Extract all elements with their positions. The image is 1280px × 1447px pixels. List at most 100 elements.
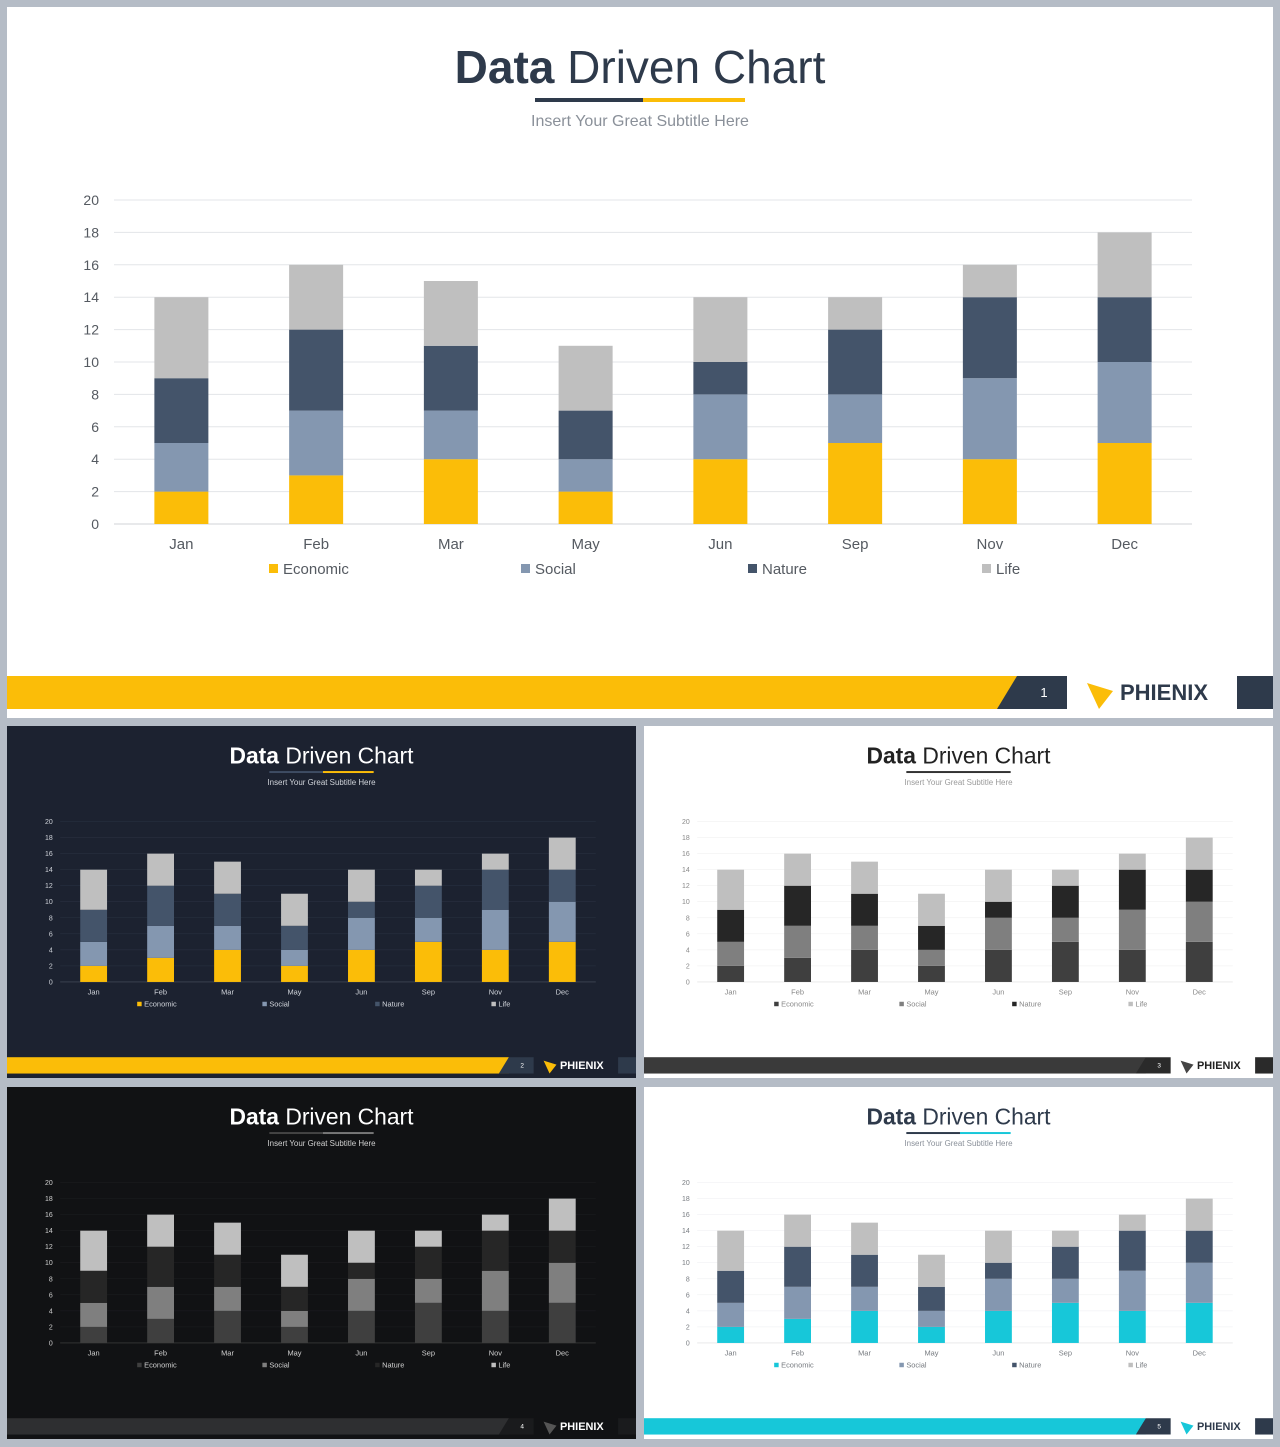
legend-label: Life xyxy=(1135,1000,1147,1009)
page-number: 2 xyxy=(520,1063,524,1070)
chart-title: Data Driven Chart xyxy=(229,1104,414,1130)
x-tick-label: Jun xyxy=(355,1348,367,1357)
phienix-logo-icon xyxy=(1180,1060,1194,1074)
bar-segment-economic xyxy=(985,1310,1012,1343)
x-tick-label: Dec xyxy=(1193,987,1207,996)
page-number: 5 xyxy=(1157,1424,1161,1431)
y-tick-label: 4 xyxy=(91,451,99,467)
x-tick-label: May xyxy=(571,536,600,553)
bar-segment-nature xyxy=(985,1262,1012,1279)
bar-segment-nature xyxy=(1051,885,1079,918)
bar-segment-life xyxy=(851,861,878,894)
bar-segment-life xyxy=(784,1214,812,1247)
bar-segment-economic xyxy=(1118,1310,1146,1343)
y-tick-label: 8 xyxy=(91,386,99,402)
y-tick-label: 4 xyxy=(686,947,690,954)
bar-segment-economic xyxy=(784,1318,812,1343)
y-tick-label: 16 xyxy=(45,851,53,858)
bar-segment-social xyxy=(918,1310,945,1327)
slide-canvas: Data Driven Chart Insert Your Great Subti… xyxy=(7,1087,636,1439)
title-underline-right xyxy=(959,1132,1011,1135)
bar-segment-nature xyxy=(289,329,344,411)
bar-segment-nature xyxy=(693,362,748,395)
bar-segment-economic xyxy=(918,965,945,982)
chart-title-bold: Data xyxy=(455,41,555,93)
legend-label: Life xyxy=(498,1361,510,1370)
legend-label: Social xyxy=(269,1000,290,1009)
legend-label: Social xyxy=(906,1000,927,1009)
legend-swatch xyxy=(521,564,530,573)
title-underline-left xyxy=(906,1132,960,1135)
legend-label: Nature xyxy=(762,561,807,578)
bar-segment-life xyxy=(154,297,209,379)
bar-segment-life xyxy=(1097,232,1152,298)
x-tick-label: Sep xyxy=(422,987,435,996)
y-tick-label: 16 xyxy=(682,1212,690,1219)
bar-segment-life xyxy=(147,853,175,886)
bar-segment-economic xyxy=(414,941,442,982)
x-tick-label: Jun xyxy=(708,536,732,553)
legend-label: Economic xyxy=(781,1361,814,1370)
footer-end-block xyxy=(1255,1418,1273,1435)
page-number-tab xyxy=(997,676,1067,709)
y-tick-label: 4 xyxy=(49,947,53,954)
x-tick-label: Mar xyxy=(221,1348,234,1357)
bar-segment-economic xyxy=(281,965,308,982)
x-tick-label: May xyxy=(924,987,938,996)
bar-segment-economic xyxy=(414,1302,442,1343)
x-tick-label: Feb xyxy=(303,536,329,553)
bar-segment-social xyxy=(147,1286,175,1319)
bar-segment-life xyxy=(851,1222,878,1255)
legend-label: Nature xyxy=(382,1361,404,1370)
bar-segment-social xyxy=(481,909,509,950)
bar-segment-social xyxy=(281,949,308,966)
chart-title-rest: Driven Chart xyxy=(279,1104,414,1130)
bar-segment-economic xyxy=(214,949,241,982)
slide-canvas: Data Driven Chart Insert Your Great Subti… xyxy=(644,726,1273,1078)
bar-segment-nature xyxy=(717,1270,745,1303)
bar-segment-nature xyxy=(784,1246,812,1287)
y-tick-label: 16 xyxy=(682,851,690,858)
chart-title-rest: Driven Chart xyxy=(916,743,1051,769)
bar-segment-economic xyxy=(80,1326,108,1343)
bar-segment-economic xyxy=(423,459,478,524)
bar-segment-social xyxy=(281,1310,308,1327)
bar-segment-social xyxy=(717,1302,745,1327)
bar-segment-social xyxy=(693,394,748,460)
bar-segment-economic xyxy=(548,1302,576,1343)
bar-segment-economic xyxy=(214,1310,241,1343)
legend-swatch xyxy=(774,1362,779,1368)
bar-segment-nature xyxy=(281,925,308,950)
page-number-tab xyxy=(498,1418,534,1435)
bar-segment-economic xyxy=(281,1326,308,1343)
legend-label: Nature xyxy=(1019,1361,1041,1370)
y-tick-label: 6 xyxy=(686,1292,690,1299)
chart-title: Data Driven Chart xyxy=(866,1104,1051,1130)
phienix-logo-icon xyxy=(543,1421,557,1435)
bar-segment-nature xyxy=(1051,1246,1079,1279)
x-tick-label: Feb xyxy=(154,987,167,996)
bar-segment-economic xyxy=(1185,1302,1213,1343)
page-number: 1 xyxy=(1040,685,1047,700)
x-tick-label: Feb xyxy=(154,1348,167,1357)
chart-subtitle: Insert Your Great Subtitle Here xyxy=(531,113,749,130)
y-tick-label: 10 xyxy=(682,1260,690,1267)
bar-segment-economic xyxy=(481,1310,509,1343)
bar-segment-social xyxy=(1118,909,1146,950)
bar-segment-economic xyxy=(548,941,576,982)
y-tick-label: 0 xyxy=(49,1340,53,1347)
y-tick-label: 2 xyxy=(49,963,53,970)
bar-segment-social xyxy=(1118,1270,1146,1311)
bar-segment-life xyxy=(147,1214,175,1247)
bar-segment-nature xyxy=(1185,869,1213,902)
legend-label: Economic xyxy=(144,1000,177,1009)
bar-segment-nature xyxy=(918,1286,945,1311)
y-tick-label: 8 xyxy=(686,1276,690,1283)
x-tick-label: Dec xyxy=(1193,1348,1207,1357)
slide-canvas: Data Driven Chart Insert Your Great Subti… xyxy=(644,1087,1273,1439)
legend-swatch xyxy=(491,1001,496,1007)
title-underline-right xyxy=(643,98,745,102)
legend-swatch xyxy=(1012,1001,1017,1007)
bar-segment-social xyxy=(717,941,745,966)
bar-segment-nature xyxy=(1118,869,1146,910)
